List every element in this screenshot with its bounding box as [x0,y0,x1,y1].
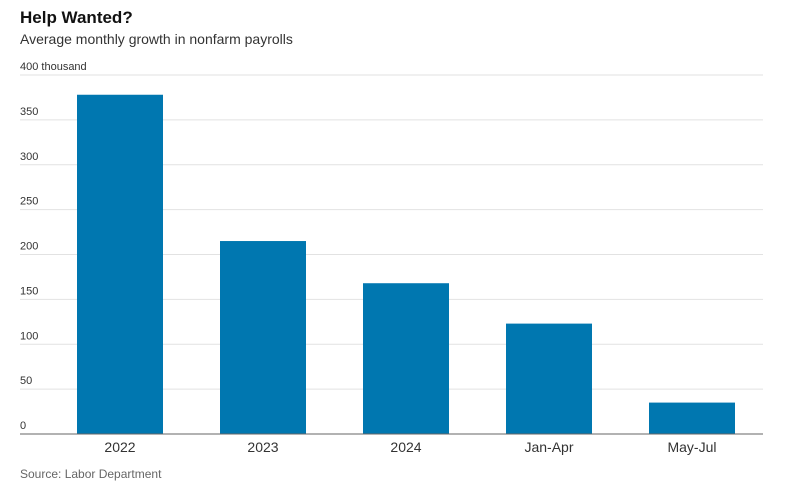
bar-2023 [220,241,306,434]
x-tick-label: 2022 [104,439,135,455]
x-tick-label: Jan-Apr [524,439,573,455]
source-note: Source: Labor Department [20,467,162,481]
chart-title: Help Wanted? [20,8,133,27]
x-tick-label: 2023 [247,439,278,455]
y-tick-label: 350 [20,106,38,118]
y-tick-label: 150 [20,285,38,297]
y-axis-labels: 0 50 100 150 200 250 300 350 400 thousand [20,61,87,432]
bar-2022 [77,94,163,435]
chart-subtitle: Average monthly growth in nonfarm payrol… [20,31,293,47]
y-tick-label: 0 [20,420,26,432]
y-tick-label: 400 thousand [20,61,87,73]
y-tick-label: 50 [20,375,32,387]
y-tick-label: 250 [20,196,38,208]
bar-Jan-Apr [506,323,592,434]
y-tick-label: 100 [20,330,38,342]
x-tick-label: May-Jul [667,439,716,455]
y-tick-label: 200 [20,241,38,253]
y-tick-label: 300 [20,151,38,163]
bars [77,94,735,435]
x-tick-label: 2024 [390,439,421,455]
bar-May-Jul [649,402,735,434]
x-axis-labels: 2022 2023 2024 Jan-Apr May-Jul [104,439,716,455]
bar-2024 [363,283,449,434]
